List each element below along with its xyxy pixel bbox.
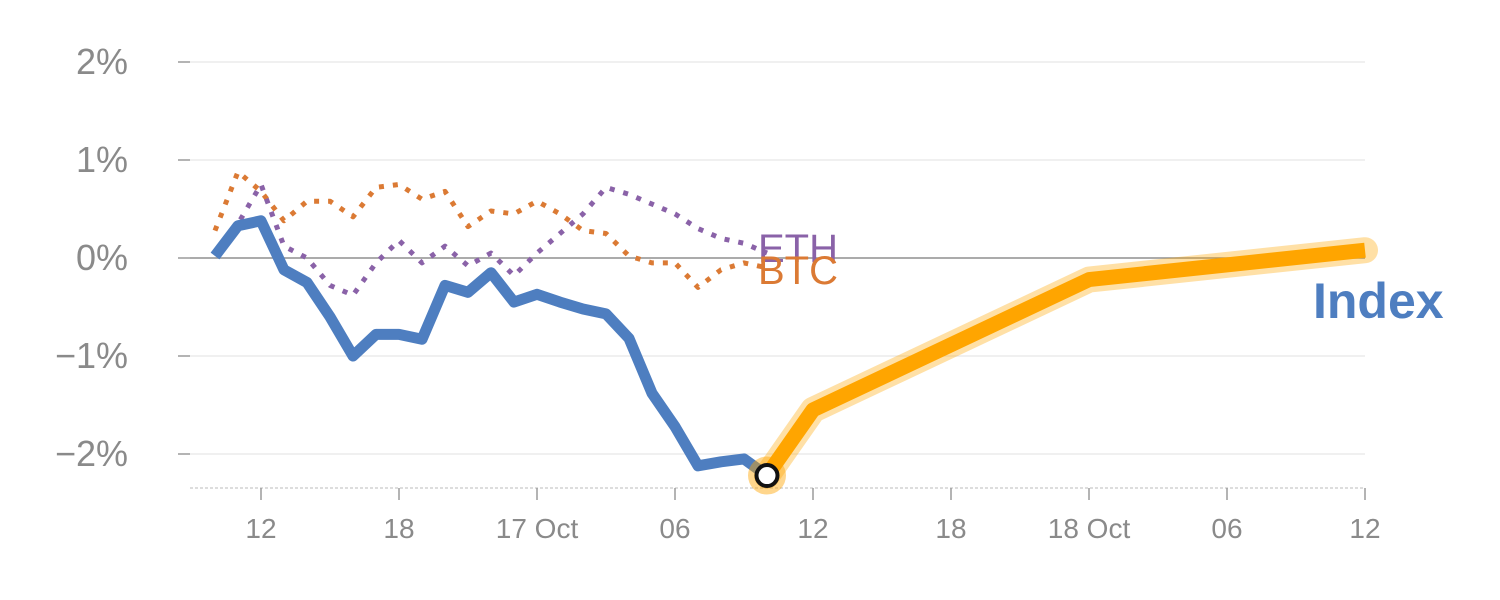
series-label-eth: ETH [758,227,838,271]
series-label-btc: BTC [758,249,838,293]
x-tick-label: 12 [797,513,828,544]
series-line-btc [212,169,768,290]
x-axis: 12 18 17 Oct 06 12 18 18 Oct 06 12 [190,487,1381,544]
series-label-index: Index [1313,273,1444,329]
x-tick-label: 06 [659,513,690,544]
current-marker [754,463,780,489]
x-tick-label: 17 Oct [496,513,579,544]
x-tick-label: 18 Oct [1048,513,1131,544]
series-line-eth [213,182,768,298]
series-layer [210,169,1378,489]
y-tick-label: −2% [55,433,128,474]
y-tick-label: 1% [76,139,128,180]
x-tick-label: 06 [1211,513,1242,544]
x-tick-label: 12 [245,513,276,544]
y-tick-label: −1% [55,335,128,376]
x-tick-label: 12 [1349,513,1380,544]
series-line-index [210,215,771,481]
y-axis: 2% 1% 0% −1% −2% [55,41,190,474]
y-tick-label: 0% [76,237,128,278]
y-tick-label: 2% [76,41,128,82]
x-tick-label: 18 [935,513,966,544]
marker-layer [748,456,786,495]
x-tick-label: 18 [383,513,414,544]
forecast-band [760,242,1366,480]
